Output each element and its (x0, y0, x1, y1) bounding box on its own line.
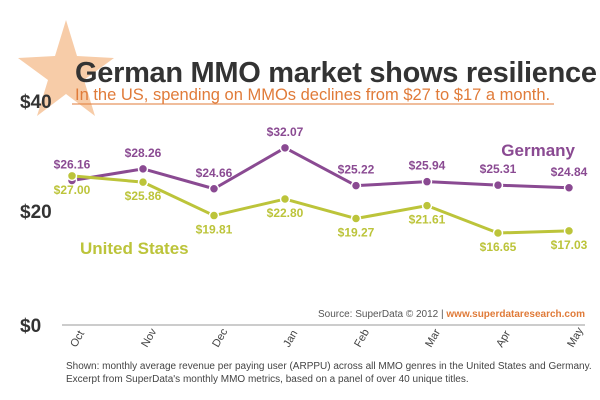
data-label-germany: $25.22 (338, 163, 375, 177)
x-tick-label: May (565, 325, 586, 349)
y-tick-label: $40 (20, 92, 52, 113)
data-label-united-states: $16.65 (480, 240, 517, 254)
data-label-germany: $28.26 (125, 146, 162, 160)
x-tick-label: Oct (68, 329, 87, 350)
chart-subtitle: In the US, spending on MMOs declines fro… (75, 86, 551, 104)
footnote: Shown: monthly average revenue per payin… (66, 361, 592, 385)
data-label-united-states: $27.00 (54, 183, 91, 197)
x-tick-label: Apr (494, 328, 513, 349)
x-tick-label: Mar (423, 327, 443, 350)
data-point-germany (492, 179, 504, 191)
x-tick-label: Nov (139, 326, 159, 349)
source-link[interactable]: www.superdataresearch.com (446, 309, 585, 320)
data-point-germany (208, 183, 220, 195)
data-label-united-states: $19.81 (196, 223, 233, 237)
data-point-united-states (350, 213, 362, 224)
data-label-germany: $25.31 (480, 162, 517, 176)
data-label-united-states: $19.27 (338, 226, 375, 240)
y-tick-label: $0 (20, 316, 41, 337)
data-label-germany: $32.07 (267, 125, 304, 139)
data-label-united-states: $25.86 (125, 189, 162, 203)
data-point-united-states (421, 200, 433, 211)
data-point-germany (563, 182, 575, 194)
data-point-united-states (66, 170, 78, 182)
x-tick-label: Feb (352, 327, 372, 349)
data-label-germany: $26.16 (54, 157, 91, 171)
data-label-germany: $25.94 (409, 159, 446, 173)
y-tick-label: $20 (20, 202, 52, 223)
data-point-united-states (137, 176, 149, 188)
data-point-germany (421, 176, 433, 187)
series-line-united-states (71, 174, 570, 235)
data-point-united-states (208, 210, 220, 221)
data-label-united-states: $22.80 (267, 206, 304, 220)
x-tick-label: Jan (281, 328, 300, 349)
x-tick-label: Dec (210, 326, 230, 349)
data-point-germany (279, 142, 291, 154)
source-line: Source: SuperData © 2012 | www.superdata… (318, 309, 585, 320)
data-label-germany: $24.66 (196, 166, 233, 180)
series-label-germany: Germany (501, 141, 575, 160)
series-label-united-states: United States (80, 239, 189, 258)
data-point-united-states (563, 225, 575, 237)
data-label-united-states: $17.03 (551, 238, 588, 252)
data-point-germany (137, 163, 149, 175)
star-decoration (18, 20, 114, 116)
data-point-germany (350, 180, 362, 191)
chart-title: German MMO market shows resilience (75, 57, 597, 89)
series-line-germany (71, 146, 570, 191)
source-text: Source: SuperData © 2012 | (318, 309, 444, 320)
data-point-united-states (492, 227, 504, 239)
data-point-united-states (279, 193, 291, 205)
data-label-united-states: $21.61 (409, 213, 446, 227)
data-label-germany: $24.84 (551, 165, 588, 179)
